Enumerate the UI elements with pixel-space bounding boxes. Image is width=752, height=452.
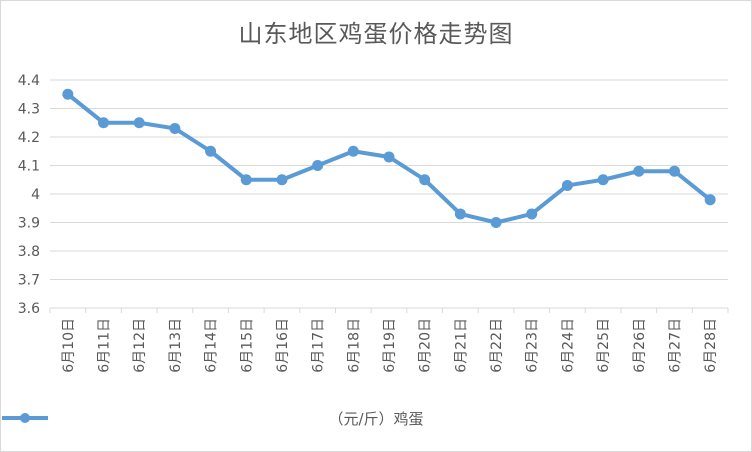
y-tick-label: 4.4 bbox=[18, 73, 40, 89]
x-tick-label: 6月14日 bbox=[204, 318, 220, 373]
x-tick-label: 6月25日 bbox=[596, 318, 612, 373]
data-point bbox=[62, 88, 74, 100]
chart-title: 山东地区鸡蛋价格走势图 bbox=[238, 20, 514, 48]
x-tick-label: 6月13日 bbox=[168, 318, 184, 373]
data-point bbox=[668, 165, 680, 177]
data-point bbox=[133, 117, 145, 129]
x-tick-label: 6月24日 bbox=[560, 318, 576, 373]
data-point bbox=[240, 174, 252, 186]
y-tick-label: 4.2 bbox=[18, 130, 40, 146]
data-point bbox=[597, 174, 609, 186]
x-tick-label: 6月28日 bbox=[703, 318, 719, 373]
data-point bbox=[633, 165, 645, 177]
y-tick-label: 3.8 bbox=[18, 244, 40, 260]
data-point bbox=[383, 151, 395, 163]
data-point bbox=[490, 217, 502, 228]
y-tick-label: 4 bbox=[31, 187, 40, 203]
y-tick-label: 4.1 bbox=[18, 159, 40, 175]
legend-label: （元/斤）鸡蛋 bbox=[328, 410, 424, 428]
legend: （元/斤）鸡蛋 bbox=[0, 408, 752, 429]
y-tick-label: 4.3 bbox=[18, 102, 40, 118]
data-point bbox=[561, 179, 573, 191]
x-tick-label: 6月19日 bbox=[382, 318, 398, 373]
data-point bbox=[454, 208, 466, 220]
data-point bbox=[276, 174, 288, 186]
x-tick-label: 6月22日 bbox=[489, 318, 505, 373]
x-tick-label: 6月15日 bbox=[239, 318, 255, 373]
y-tick-label: 3.6 bbox=[18, 301, 40, 317]
x-tick-label: 6月11日 bbox=[97, 318, 113, 373]
legend-swatch bbox=[2, 413, 48, 423]
data-point bbox=[205, 145, 217, 157]
x-tick-label: 6月26日 bbox=[632, 318, 648, 373]
data-point bbox=[526, 208, 538, 220]
x-tick-label: 6月21日 bbox=[453, 318, 469, 373]
x-tick-label: 6月18日 bbox=[346, 318, 362, 373]
x-tick-label: 6月17日 bbox=[311, 318, 327, 373]
x-tick-label: 6月10日 bbox=[61, 318, 77, 373]
x-tick-label: 6月23日 bbox=[525, 318, 541, 373]
x-tick-label: 6月12日 bbox=[132, 318, 148, 373]
y-tick-label: 3.9 bbox=[18, 216, 40, 232]
data-point bbox=[312, 160, 324, 171]
data-point bbox=[704, 194, 716, 206]
y-tick-label: 3.7 bbox=[18, 273, 40, 289]
x-tick-label: 6月20日 bbox=[418, 318, 434, 373]
data-point bbox=[419, 174, 431, 186]
data-point bbox=[169, 122, 181, 134]
x-tick-label: 6月16日 bbox=[275, 318, 291, 373]
data-point bbox=[98, 117, 110, 129]
data-point bbox=[347, 145, 359, 157]
x-tick-label: 6月27日 bbox=[667, 318, 683, 373]
